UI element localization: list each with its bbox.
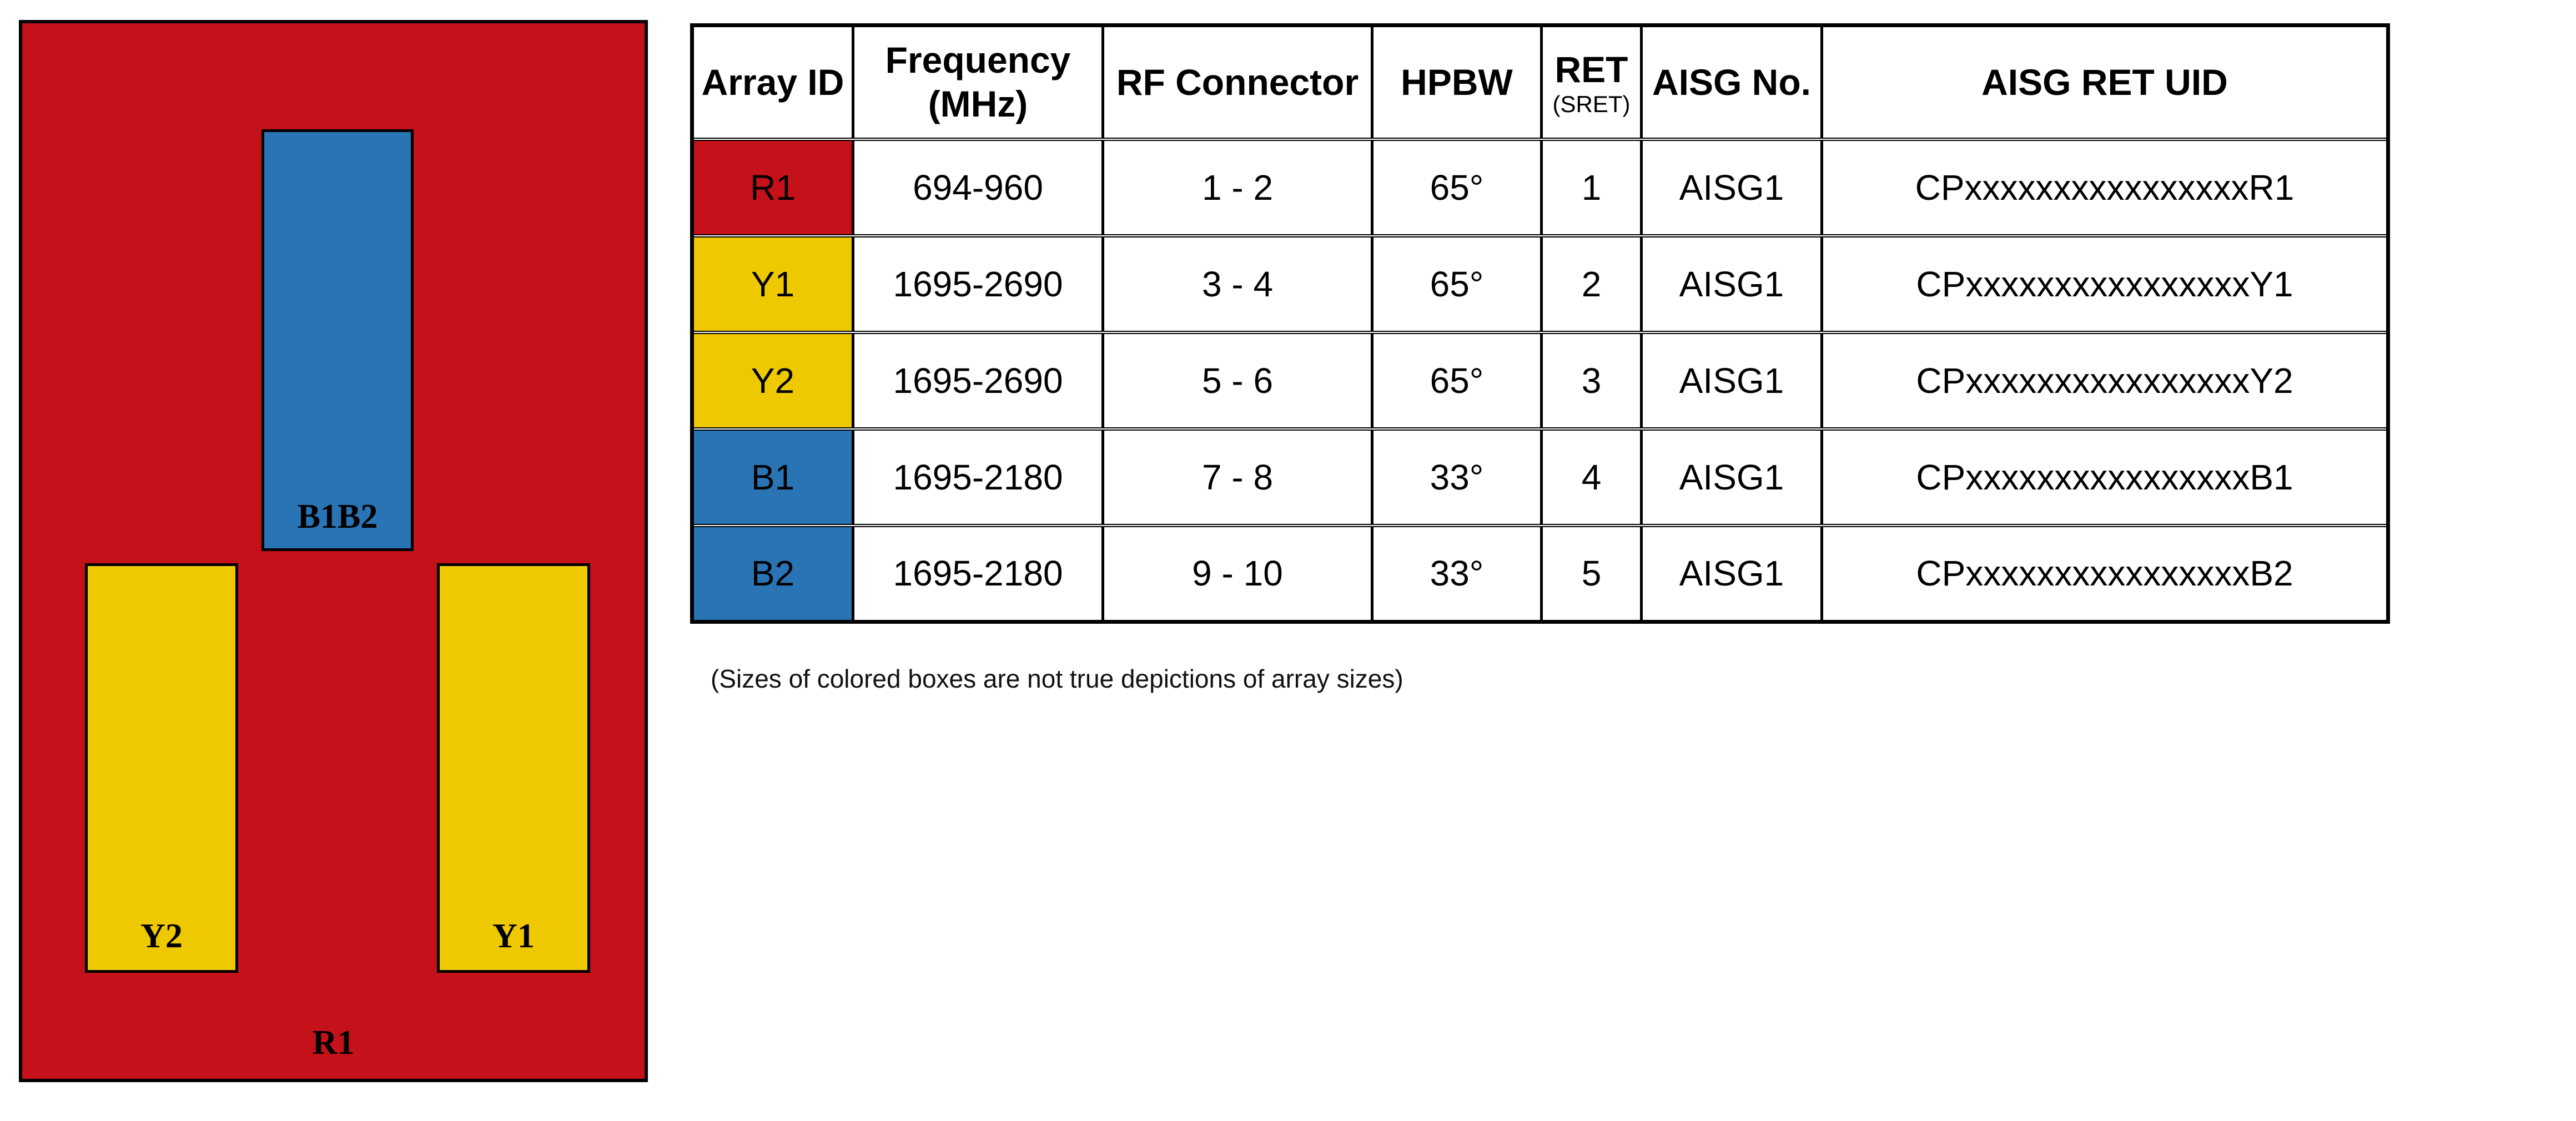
cell-rf-connector: 7 - 8	[1101, 427, 1373, 527]
cell-frequency: 694-960	[852, 137, 1104, 238]
cell-hpbw: 65°	[1371, 137, 1543, 238]
cell-rf-connector: 9 - 10	[1101, 523, 1373, 624]
table-row: Y2 1695-2690 5 - 6 65° 3 AISG1 CPxxxxxxx…	[691, 330, 2389, 431]
cell-array-id: Y1	[691, 234, 854, 334]
cell-aisg-ret-uid: CPxxxxxxxxxxxxxxxxB1	[1820, 427, 2389, 527]
cell-ret: 3	[1540, 330, 1643, 431]
cell-aisg-ret-uid: CPxxxxxxxxxxxxxxxxB2	[1820, 523, 2389, 624]
cell-array-id: B1	[691, 427, 854, 527]
cell-ret: 4	[1540, 427, 1643, 527]
cell-hpbw: 33°	[1371, 523, 1543, 624]
size-disclaimer-caption: (Sizes of colored boxes are not true dep…	[711, 664, 1403, 693]
cell-rf-connector: 3 - 4	[1101, 234, 1373, 334]
cell-frequency: 1695-2180	[852, 523, 1104, 624]
header-aisg-ret-uid: AISG RET UID	[1820, 23, 2389, 141]
cell-hpbw: 65°	[1371, 234, 1543, 334]
cell-aisg-no: AISG1	[1640, 137, 1823, 238]
cell-aisg-no: AISG1	[1640, 427, 1823, 527]
cell-array-id: B2	[691, 523, 854, 624]
table-row: B1 1695-2180 7 - 8 33° 4 AISG1 CPxxxxxxx…	[691, 427, 2389, 527]
header-array-id: Array ID	[691, 23, 854, 141]
array-box-y2: Y2	[85, 563, 238, 973]
cell-hpbw: 65°	[1371, 330, 1543, 431]
cell-frequency: 1695-2690	[852, 330, 1104, 431]
array-box-r1: B1B2 Y2 Y1 R1	[19, 20, 648, 1082]
cell-aisg-ret-uid: CPxxxxxxxxxxxxxxxxY2	[1820, 330, 2389, 431]
header-frequency-line2: (MHz)	[928, 83, 1028, 125]
cell-ret: 5	[1540, 523, 1643, 624]
cell-array-id: R1	[691, 137, 854, 238]
cell-rf-connector: 1 - 2	[1101, 137, 1373, 238]
cell-aisg-ret-uid: CPxxxxxxxxxxxxxxxxR1	[1820, 137, 2389, 238]
cell-frequency: 1695-2180	[852, 427, 1104, 527]
header-frequency-line1: Frequency	[885, 39, 1071, 81]
array-label-r1: R1	[312, 1024, 355, 1062]
table-row: B2 1695-2180 9 - 10 33° 5 AISG1 CPxxxxxx…	[691, 523, 2389, 624]
header-hpbw: HPBW	[1371, 23, 1543, 141]
header-ret: RET (SRET)	[1540, 23, 1643, 141]
array-box-b1b2: B1B2	[261, 129, 414, 551]
cell-ret: 2	[1540, 234, 1643, 334]
table-row: Y1 1695-2690 3 - 4 65° 2 AISG1 CPxxxxxxx…	[691, 234, 2389, 334]
array-box-y1: Y1	[437, 563, 590, 973]
array-spec-table: Array ID Frequency (MHz) RF Connector HP…	[690, 23, 2390, 624]
header-aisg-no: AISG No.	[1640, 23, 1823, 141]
header-ret-main: RET	[1554, 48, 1628, 90]
cell-hpbw: 33°	[1371, 427, 1543, 527]
cell-aisg-no: AISG1	[1640, 330, 1823, 431]
cell-array-id: Y2	[691, 330, 854, 431]
cell-rf-connector: 5 - 6	[1101, 330, 1373, 431]
cell-aisg-no: AISG1	[1640, 523, 1823, 624]
cell-aisg-no: AISG1	[1640, 234, 1823, 334]
array-label-y1: Y1	[492, 917, 535, 955]
header-rf-connector: RF Connector	[1101, 23, 1373, 141]
table-header-row: Array ID Frequency (MHz) RF Connector HP…	[691, 23, 2389, 141]
cell-ret: 1	[1540, 137, 1643, 238]
header-frequency: Frequency (MHz)	[852, 23, 1104, 141]
cell-frequency: 1695-2690	[852, 234, 1104, 334]
header-ret-sub: (SRET)	[1552, 90, 1631, 117]
array-label-y2: Y2	[140, 917, 183, 955]
table-row: R1 694-960 1 - 2 65° 1 AISG1 CPxxxxxxxxx…	[691, 137, 2389, 238]
cell-aisg-ret-uid: CPxxxxxxxxxxxxxxxxY1	[1820, 234, 2389, 334]
array-label-b1b2: B1B2	[297, 498, 378, 536]
